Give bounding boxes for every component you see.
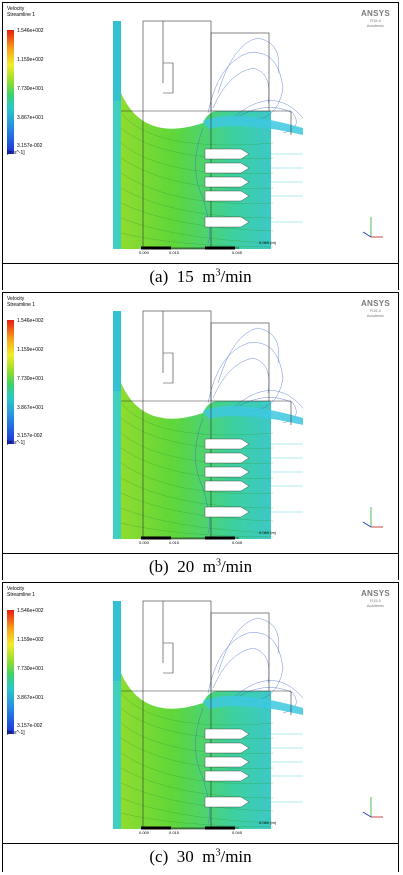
legend-tick-2: 1.159e+002 <box>17 57 44 63</box>
color-scale-bar <box>7 30 14 154</box>
legend-tick-3: 7.730e+001 <box>17 86 44 92</box>
panel-c: Velocity Streamline 1 1.546e+002 1.159e+0… <box>2 582 399 872</box>
panel-b: Velocity Streamline 1 1.546e+002 1.159e+0… <box>2 292 399 580</box>
color-scale-bar <box>7 610 14 734</box>
legend-unit: [m s^-1] <box>7 440 25 446</box>
ansys-logo: ANSYS R15.0 Academic <box>360 589 390 608</box>
legend-tick-2: 1.159e+002 <box>17 347 44 353</box>
cfd-streamline-plot: Velocity Streamline 1 1.546e+002 1.159e+0… <box>3 583 398 843</box>
legend-title: Velocity Streamline 1 <box>7 296 36 308</box>
legend-tick-4: 3.867e+001 <box>17 405 44 411</box>
legend-tick-3: 7.730e+001 <box>17 376 44 382</box>
streamline-render <box>112 310 384 546</box>
legend-title: Velocity Streamline 1 <box>7 586 36 598</box>
color-scale-bar <box>7 320 14 444</box>
legend-tick-max: 1.546e+002 <box>17 608 44 614</box>
legend-tick-2: 1.159e+002 <box>17 637 44 643</box>
ansys-logo: ANSYS R15.0 Academic <box>360 9 390 28</box>
legend-tick-max: 1.546e+002 <box>17 28 44 34</box>
legend-unit: [m s^-1] <box>7 150 25 156</box>
legend-tick-4: 3.867e+001 <box>17 115 44 121</box>
legend-tick-min: 3.157e-002 <box>17 143 43 149</box>
legend-title: Velocity Streamline 1 <box>7 6 36 18</box>
panel-caption: (c) 30 m3/min <box>3 843 398 872</box>
streamline-render <box>112 600 384 836</box>
panel-caption: (a) 15 m3/min <box>3 263 398 290</box>
legend-tick-min: 3.157e-002 <box>17 433 43 439</box>
panel-caption: (b) 20 m3/min <box>3 553 398 580</box>
legend-tick-min: 3.157e-002 <box>17 723 43 729</box>
legend-unit: [m s^-1] <box>7 730 25 736</box>
legend-tick-max: 1.546e+002 <box>17 318 44 324</box>
cfd-streamline-plot: Velocity Streamline 1 1.546e+002 1.159e+0… <box>3 293 398 553</box>
streamline-render <box>112 20 384 256</box>
panel-a: Velocity Streamline 1 1.546e+002 1.159e+0… <box>2 2 399 290</box>
cfd-streamline-plot: Velocity Streamline 1 1.546e+002 1.159e+0… <box>3 3 398 263</box>
legend-tick-4: 3.867e+001 <box>17 695 44 701</box>
ansys-logo: ANSYS R15.0 Academic <box>360 299 390 318</box>
legend-tick-3: 7.730e+001 <box>17 666 44 672</box>
